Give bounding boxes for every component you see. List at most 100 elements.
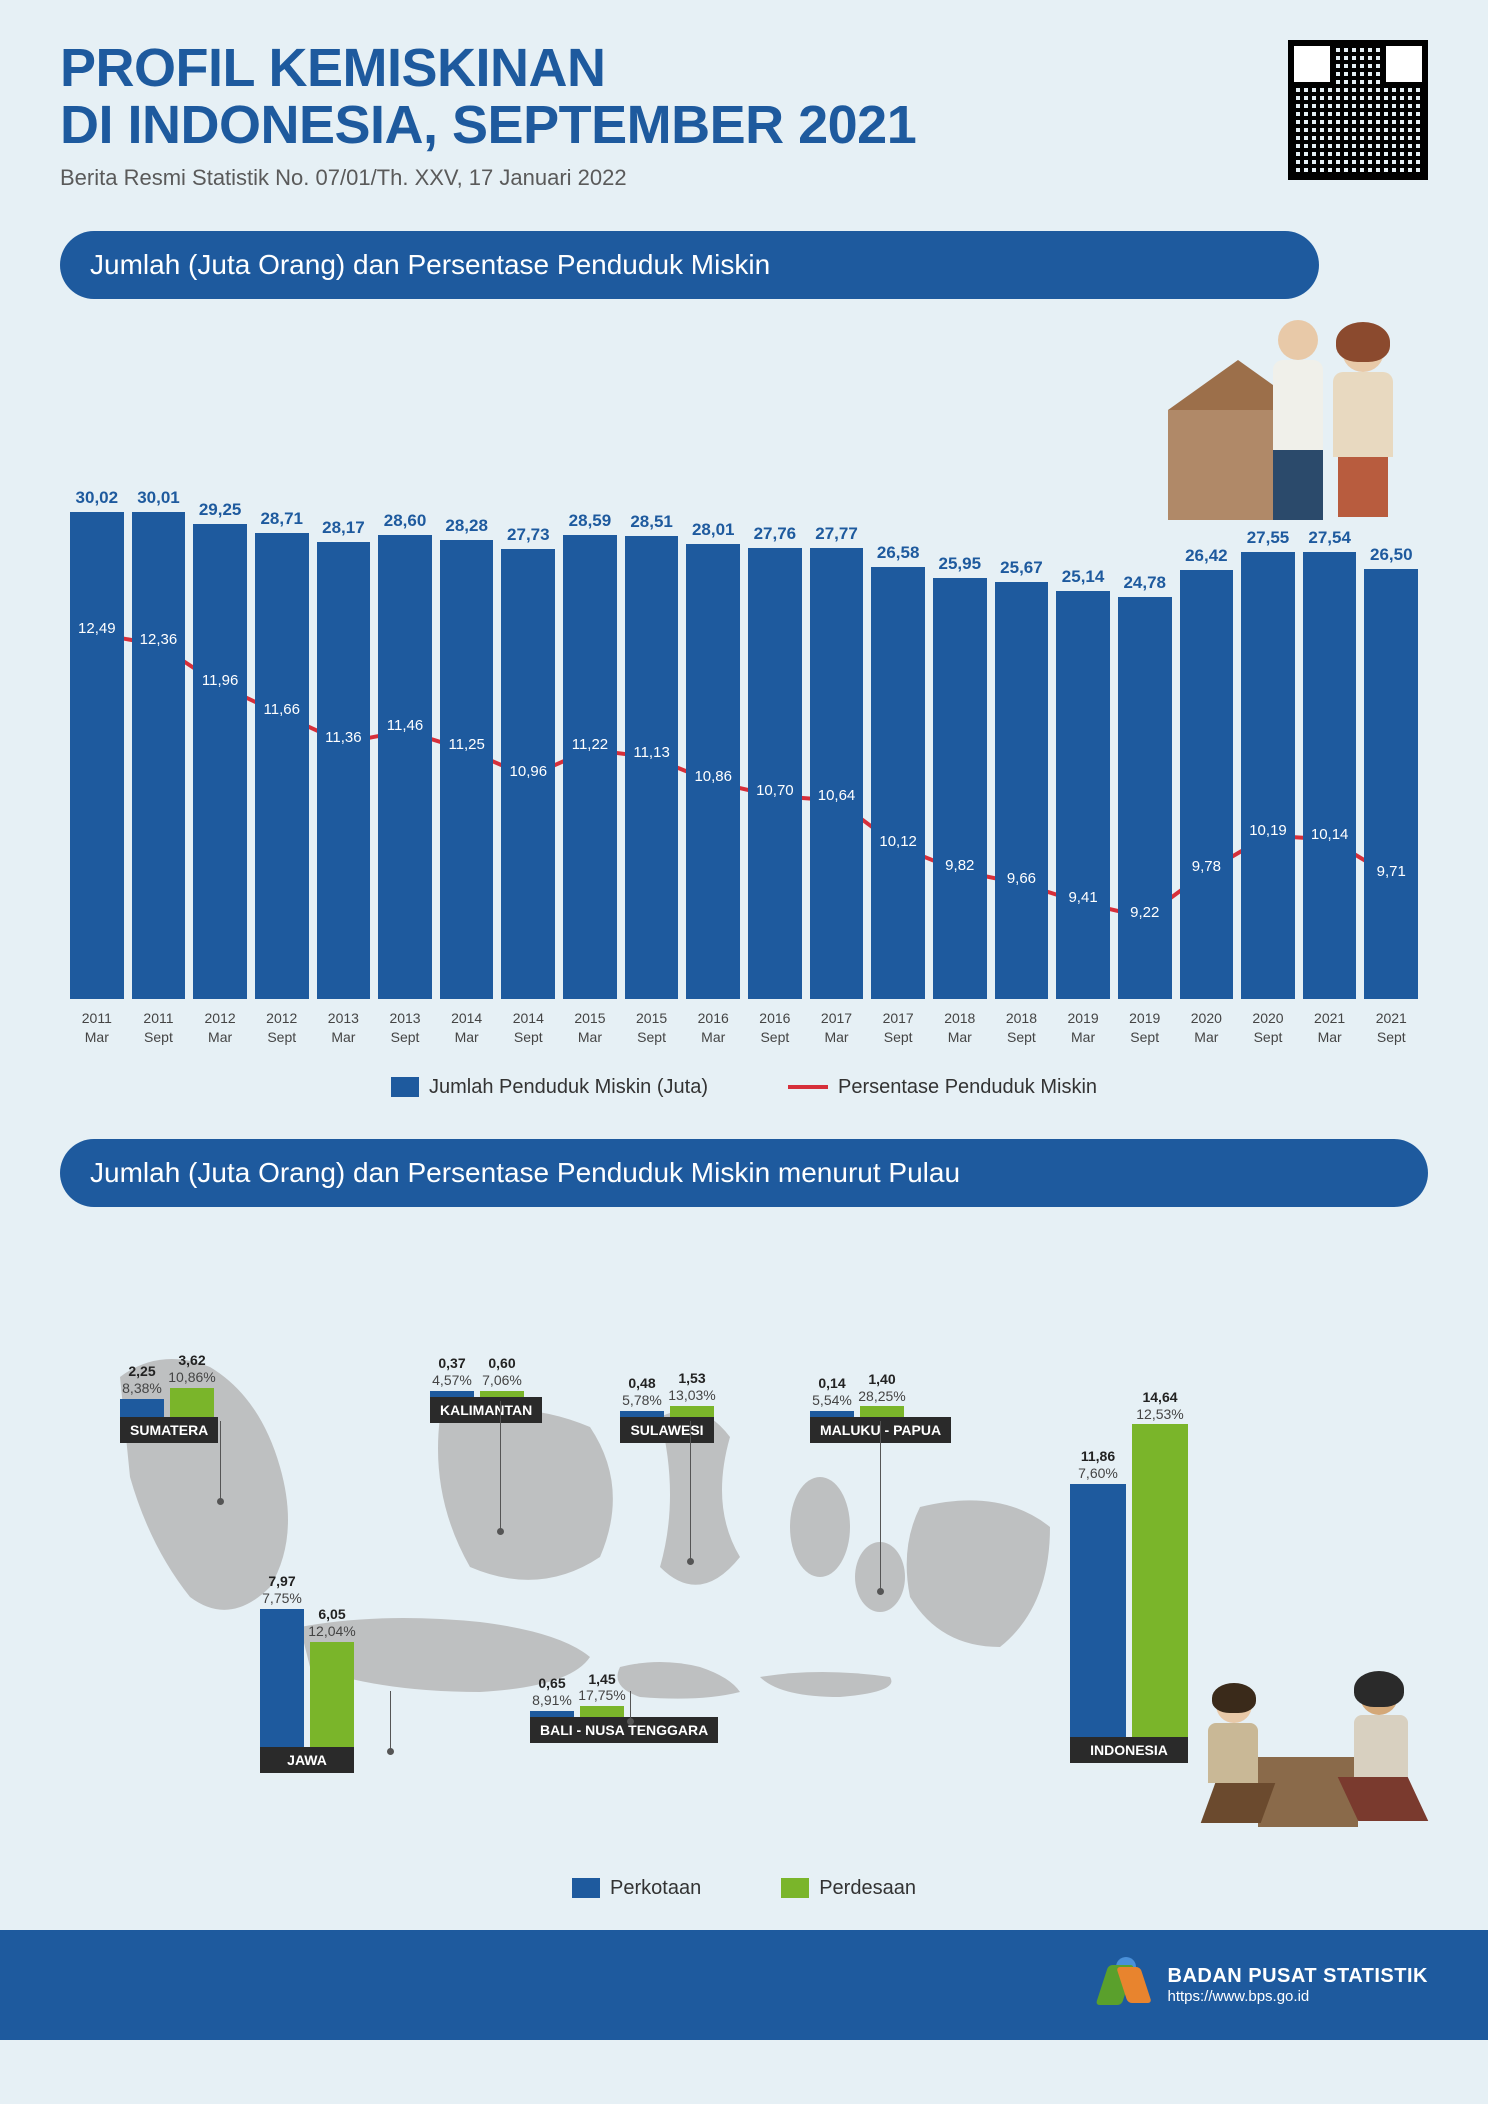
content: PROFIL KEMISKINAN DI INDONESIA, SEPTEMBE…: [0, 0, 1488, 1900]
line-value-label: 9,41: [1068, 889, 1097, 906]
urban-values: 0,145,54%: [812, 1375, 852, 1411]
legend-rural-label: Perdesaan: [819, 1877, 916, 1899]
bar-value-label: 26,50: [1370, 545, 1413, 565]
region-indonesia: 11,867,60%14,6412,53%INDONESIA: [1070, 1417, 1188, 1763]
bar: 9,82: [933, 578, 987, 1000]
region-label: SULAWESI: [620, 1417, 714, 1443]
bar-column: 27,5410,14: [1303, 528, 1357, 1000]
bar-value-label: 28,71: [260, 509, 303, 529]
region-label: BALI - NUSA TENGGARA: [530, 1717, 718, 1743]
region-label: JAWA: [260, 1747, 354, 1773]
rural-bar: 1,4517,75%: [580, 1706, 624, 1717]
bar-column: 28,6011,46: [378, 511, 432, 1000]
bar-column: 26,50 9,71: [1364, 545, 1418, 1000]
region-label: INDONESIA: [1070, 1737, 1188, 1763]
region-sulawesi: 0,485,78%1,5313,03%SULAWESI: [620, 1307, 714, 1443]
rural-bar: 1,4028,25%: [860, 1406, 904, 1416]
bar-column: 28,5111,13: [625, 512, 679, 999]
region-bars: 2,258,38%3,6210,86%: [120, 1297, 218, 1417]
bar: 10,64: [810, 548, 864, 999]
bar-column: 30,0112,36: [132, 488, 186, 1000]
sitting-people-illustration-icon: [1168, 1647, 1448, 1827]
bar: 11,66: [255, 533, 309, 1000]
rural-values: 1,4517,75%: [578, 1671, 625, 1707]
bar-column: 28,71 11,66: [255, 509, 309, 1000]
line-value-label: 11,36: [325, 729, 361, 746]
xaxis-label: 2014Sept: [501, 1009, 555, 1045]
chart1-xaxis: 2011Mar2011Sept2012Mar2012Sept2013Mar201…: [60, 999, 1428, 1045]
chart1-container: 30,0212,4930,0112,3629,2511,9628,7111,66…: [60, 439, 1428, 1098]
urban-values: 0,374,57%: [432, 1355, 472, 1391]
footer-text: BADAN PUSAT STATISTIK https://www.bps.go…: [1168, 1965, 1429, 2005]
leader-line: [220, 1421, 221, 1501]
bar: 9,41: [1056, 591, 1110, 1000]
bar: 10,86: [686, 544, 740, 999]
line-value-label: 9,82: [945, 857, 974, 874]
title-block: PROFIL KEMISKINAN DI INDONESIA, SEPTEMBE…: [60, 40, 1268, 191]
rural-values: 3,6210,86%: [168, 1352, 215, 1388]
bar-value-label: 28,01: [692, 520, 735, 540]
line-value-label: 10,14: [1311, 826, 1349, 843]
legend-bar-label: Jumlah Penduduk Miskin (Juta): [429, 1076, 708, 1098]
xaxis-label: 2019Sept: [1118, 1009, 1172, 1045]
footer-url: https://www.bps.go.id: [1168, 1988, 1429, 2005]
section2-banner: Jumlah (Juta Orang) dan Persentase Pendu…: [60, 1139, 1428, 1207]
line-value-label: 9,78: [1192, 858, 1221, 875]
urban-bar: 11,867,60%: [1070, 1484, 1126, 1737]
line-value-label: 11,46: [387, 717, 423, 734]
line-value-label: 10,19: [1249, 822, 1287, 839]
rural-bar: 6,0512,04%: [310, 1642, 354, 1747]
bar-value-label: 26,42: [1185, 546, 1228, 566]
bar-column: 27,77 10,64: [810, 524, 864, 999]
bar-value-label: 26,58: [877, 543, 920, 563]
bar: 11,22: [563, 535, 617, 1000]
bar-value-label: 30,02: [76, 488, 119, 508]
bar-column: 25,959,82: [933, 554, 987, 1000]
region-bars: 0,145,54% 1,4028,25%: [810, 1307, 951, 1417]
bar: 10,70: [748, 548, 802, 999]
region-bars: 0,485,78%1,5313,03%: [620, 1307, 714, 1417]
bar-value-label: 28,51: [630, 512, 673, 532]
bar: 9,22: [1118, 597, 1172, 1000]
chart2-legend: Perkotaan Perdesaan: [60, 1877, 1428, 1900]
xaxis-label: 2011Mar: [70, 1009, 124, 1045]
line-value-label: 9,71: [1377, 863, 1406, 880]
bar-value-label: 28,59: [569, 511, 612, 531]
xaxis-label: 2015Sept: [625, 1009, 679, 1045]
leader-line: [390, 1691, 391, 1751]
bar-column: 28,59 11,22: [563, 511, 617, 1000]
bar-value-label: 29,25: [199, 500, 242, 520]
legend-bar: Jumlah Penduduk Miskin (Juta): [391, 1076, 708, 1099]
bar-value-label: 27,73: [507, 525, 550, 545]
qr-code-icon: [1288, 40, 1428, 180]
xaxis-label: 2017Sept: [871, 1009, 925, 1045]
xaxis-label: 2012Mar: [193, 1009, 247, 1045]
line-value-label: 10,70: [756, 782, 794, 799]
xaxis-label: 2012Sept: [255, 1009, 309, 1045]
xaxis-label: 2017Mar: [810, 1009, 864, 1045]
rural-values: 6,0512,04%: [308, 1606, 355, 1642]
bar-value-label: 28,17: [322, 518, 365, 538]
bar-column: 28,17 11,36: [317, 518, 371, 1000]
bar-value-label: 27,77: [815, 524, 858, 544]
legend-line: Persentase Penduduk Miskin: [788, 1076, 1097, 1099]
leader-line: [690, 1421, 691, 1561]
bar-column: 26,42 9,78: [1180, 546, 1234, 999]
legend-urban: Perkotaan: [572, 1877, 701, 1900]
legend-line-label: Persentase Penduduk Miskin: [838, 1076, 1097, 1098]
bar: 11,96: [193, 524, 247, 999]
leader-line: [880, 1421, 881, 1591]
line-value-label: 12,36: [140, 631, 178, 648]
line-value-label: 11,22: [572, 736, 608, 753]
line-value-label: 9,66: [1007, 870, 1036, 887]
bar: 11,46: [378, 535, 432, 1000]
bar-value-label: 25,14: [1062, 567, 1105, 587]
line-value-label: 11,25: [448, 736, 484, 753]
rural-bar: 0,607,06%: [480, 1391, 524, 1397]
main-title-line2: DI INDONESIA, SEPTEMBER 2021: [60, 97, 1268, 154]
bar: 10,14: [1303, 552, 1357, 1000]
xaxis-label: 2018Mar: [933, 1009, 987, 1045]
bar: 9,71: [1364, 569, 1418, 1000]
regional-chart-area: 2,258,38%3,6210,86%SUMATERA0,374,57%0,60…: [60, 1227, 1428, 1867]
region-label: KALIMANTAN: [430, 1397, 542, 1423]
